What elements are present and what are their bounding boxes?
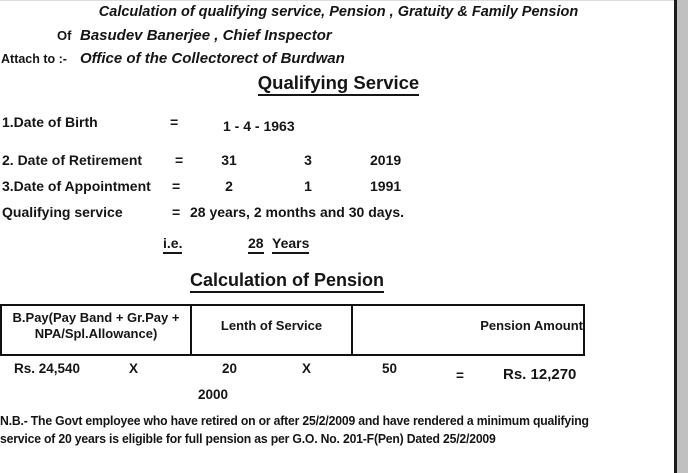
table-column-divider-1: [190, 306, 192, 354]
note-line-2: service of 20 years is eligible for full…: [0, 431, 496, 446]
retirement-month: 3: [304, 152, 312, 168]
calculation-of-pension-heading-text: Calculation of Pension: [189, 270, 385, 293]
appointment-year: 1991: [370, 178, 402, 194]
retirement-label: 2. Date of Retirement: [2, 152, 143, 168]
multiply-sign-2: X: [302, 361, 312, 376]
table-header-bpay: B.Pay(Pay Band + Gr.Pay + NPA/Spl.Allowa…: [2, 310, 190, 342]
service-years-value: 20: [222, 361, 238, 376]
page-right-border: [674, 0, 677, 473]
qualifying-service-heading: Qualifying Service: [0, 72, 677, 96]
dob-equals: =: [170, 114, 179, 130]
top-gridline: [0, 0, 677, 1]
multiply-sign-1: X: [129, 361, 139, 376]
document-title: Calculation of qualifying service, Pensi…: [98, 4, 579, 20]
ie-years-number: 28: [248, 235, 264, 254]
dob-label: 1.Date of Birth: [2, 114, 98, 130]
table-header-pension-amount: Pension Amount: [480, 318, 583, 333]
pension-result-value: Rs. 12,270: [503, 366, 577, 383]
qualifying-service-heading-text: Qualifying Service: [257, 72, 420, 96]
equals-sign: =: [456, 368, 464, 383]
note-line-1: N.B.- The Govt employee who have retired…: [0, 413, 589, 428]
table-header-length-of-service: Lenth of Service: [220, 318, 323, 333]
dob-value: 1 - 4 - 1963: [223, 118, 295, 134]
attach-to-label: Attach to :-: [1, 52, 67, 66]
of-label: Of: [57, 28, 72, 43]
retirement-equals: =: [175, 152, 184, 168]
table-column-divider-2: [351, 306, 353, 354]
ie-years-unit: Years: [272, 235, 310, 254]
appointment-day: 2: [225, 178, 233, 194]
calculation-of-pension-heading: Calculation of Pension: [189, 270, 385, 293]
table-header-bpay-line1: B.Pay(Pay Band + Gr.Pay +: [12, 310, 180, 325]
ie-years-unit-text: Years: [272, 235, 310, 254]
base-pay-value: Rs. 24,540: [14, 361, 81, 376]
factor-value: 50: [382, 361, 398, 376]
appointment-month: 1: [304, 178, 312, 194]
qualifying-service-label: Qualifying service: [2, 204, 123, 220]
appointment-equals: =: [172, 178, 181, 194]
retirement-day: 31: [221, 152, 237, 168]
ie-label-text: i.e.: [163, 235, 183, 254]
office-name: Office of the Collectorect of Burdwan: [80, 50, 345, 67]
retirement-year: 2019: [370, 152, 402, 168]
qualifying-service-equals: =: [172, 204, 181, 220]
page-outside-area: [677, 0, 688, 473]
qualifying-service-value: 28 years, 2 months and 30 days.: [190, 204, 404, 220]
appointment-label: 3.Date of Appointment: [2, 178, 151, 194]
ie-years-number-text: 28: [248, 235, 264, 254]
employee-name: Basudev Banerjee , Chief Inspector: [80, 27, 332, 44]
pension-table: B.Pay(Pay Band + Gr.Pay + NPA/Spl.Allowa…: [0, 304, 585, 356]
table-header-bpay-line2: NPA/Spl.Allowance): [34, 326, 158, 341]
ie-label: i.e.: [163, 235, 183, 254]
denominator-value: 2000: [198, 387, 229, 402]
